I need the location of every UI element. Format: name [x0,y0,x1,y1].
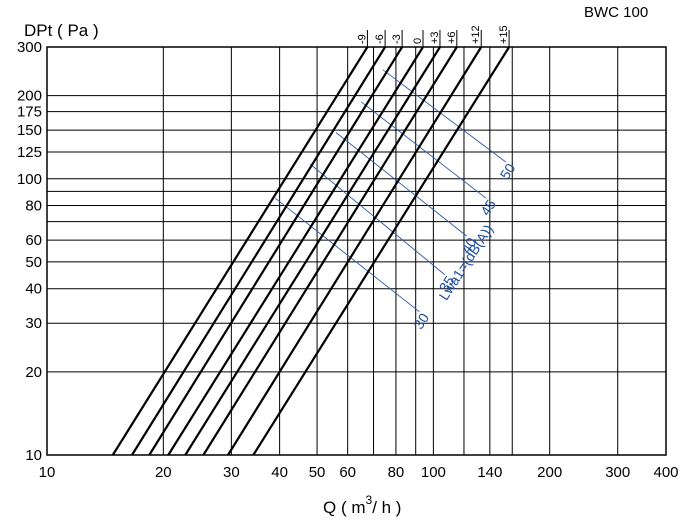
sound-level-label: 35 [436,273,458,295]
grid [46,46,667,456]
y-tick-label: 10 [25,447,42,464]
sound-level-line [382,69,507,163]
x-tick-label: 140 [477,464,502,481]
sound-level-label: 45 [477,197,499,219]
x-tick-label: 30 [223,464,240,481]
sound-level-line [360,101,487,199]
sound-level-line [275,197,420,313]
y-axis-label: DPt ( Pa ) [24,21,99,40]
plot-frame [46,46,667,456]
series-line [252,46,511,456]
x-tick-label: 10 [39,464,56,481]
x-tick-label: 40 [271,464,288,481]
sound-level-label: 40 [458,234,480,256]
y-tick-label: 100 [17,171,42,188]
series-label: -9 [356,34,368,44]
x-axis-label: Q ( m3/ h ) [323,493,401,517]
y-tick-label: 30 [25,315,42,332]
series-label: 0 [412,38,424,44]
series-label: +15 [498,25,510,44]
y-tick-label: 125 [17,144,42,161]
series-line [111,46,369,456]
y-tick-label: 60 [25,232,42,249]
tick-labels: 10 20 30 40 50 60 80 100 140 200 300 40010203040506… [17,39,679,481]
series-line [184,46,441,456]
series-label: -6 [374,34,386,44]
x-axis-label-end: / h ) [372,498,401,517]
sound-level-label: 50 [497,160,519,182]
x-tick-label: 400 [653,464,678,481]
x-tick-label: 100 [421,464,446,481]
y-tick-label: 175 [17,104,42,121]
y-tick-label: 40 [25,281,42,298]
series-line [148,46,404,456]
x-tick-label: 200 [537,464,562,481]
series-line [167,46,424,456]
sound-level-line [309,163,445,275]
y-tick-label: 300 [17,39,42,56]
x-tick-label: 80 [388,464,405,481]
chart-title: BWC 100 [584,4,648,21]
x-tick-label: 50 [309,464,326,481]
series-line [202,46,458,456]
series-label: +6 [446,31,458,44]
x-tick-label: 60 [339,464,356,481]
y-tick-label: 50 [25,254,42,271]
series-label: -3 [391,34,403,44]
series-label: +3 [429,31,441,44]
x-axis-label-sup: 3 [366,493,373,507]
y-tick-label: 20 [25,364,42,381]
series-line [131,46,387,456]
y-tick-label: 80 [25,198,42,215]
pressure-curves: -9 -6 -3 0 +3 +6 +12 +15 [111,25,511,456]
series-label: +12 [470,25,482,44]
x-axis-label-main: Q ( m [323,498,366,517]
x-tick-label: 300 [605,464,630,481]
series-line [227,46,483,456]
x-tick-label: 20 [155,464,172,481]
y-tick-label: 150 [17,122,42,139]
y-tick-label: 200 [17,88,42,105]
sound-level-label: 30 [410,310,432,332]
